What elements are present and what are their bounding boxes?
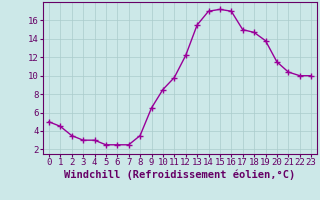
X-axis label: Windchill (Refroidissement éolien,°C): Windchill (Refroidissement éolien,°C)	[64, 170, 296, 180]
